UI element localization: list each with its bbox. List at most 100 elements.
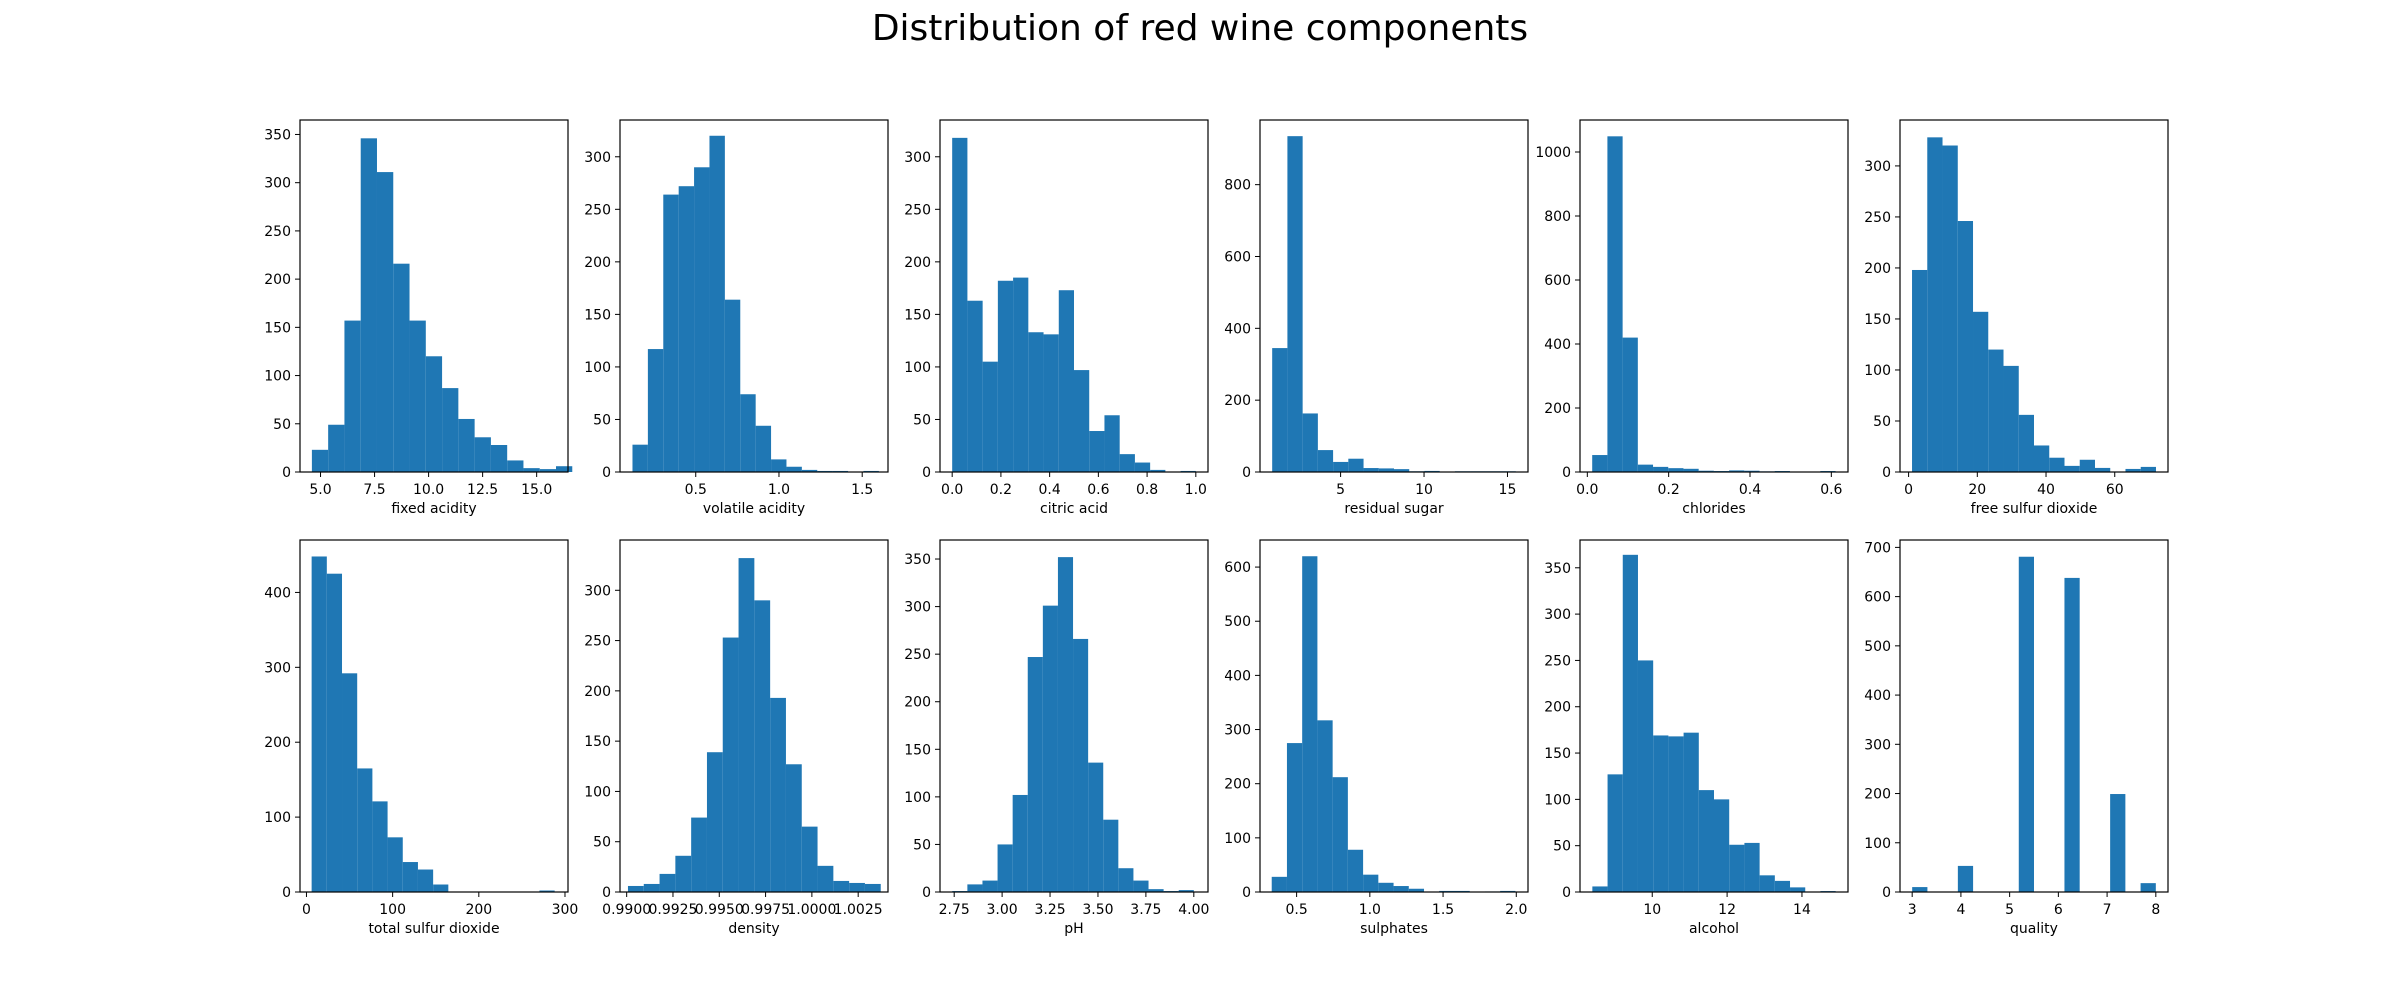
histogram-bar — [1774, 880, 1791, 892]
x-axis-label: total sulfur dioxide — [368, 921, 499, 937]
histogram-bar — [417, 869, 434, 892]
histogram-bar — [755, 425, 772, 472]
axes-frame — [1579, 539, 1849, 893]
y-tick-label: 250 — [1864, 210, 1891, 226]
x-tick-label: 0.9950 — [695, 902, 744, 918]
x-tick-label: 0.6 — [1820, 482, 1842, 498]
histogram-bar — [1148, 889, 1164, 892]
x-tick-label: 0 — [1904, 482, 1913, 498]
histogram-bar — [311, 449, 329, 472]
subplot-2: 0.0 0.2 0.4 0.6 0.8 1.0 0 50 100 150 200 250 300 citr… — [904, 119, 1209, 517]
y-tick-label: 600 — [1864, 590, 1891, 606]
histogram-bar — [770, 697, 786, 892]
y-tick-label: 100 — [1864, 836, 1891, 852]
x-tick-label: 1.0 — [1359, 902, 1381, 918]
x-tick-label: 8 — [2151, 902, 2160, 918]
histogram-bar — [1027, 657, 1043, 892]
axes-frame — [939, 539, 1209, 893]
y-tick-label: 300 — [1544, 607, 1571, 623]
y-tick-label: 250 — [904, 647, 931, 663]
axes-frame — [1579, 119, 1849, 473]
histogram-bar — [1073, 638, 1089, 892]
y-tick-label: 0 — [922, 465, 931, 481]
histogram-bar — [556, 466, 573, 472]
x-axis-label: sulphates — [1360, 921, 1428, 937]
x-axis-label: residual sugar — [1344, 501, 1444, 517]
histogram-bar — [326, 573, 343, 892]
y-tick-label: 350 — [1544, 561, 1571, 577]
y-tick-label: 500 — [1224, 614, 1251, 630]
x-axis-label: alcohol — [1689, 921, 1739, 937]
y-tick-label: 350 — [904, 552, 931, 568]
x-tick-label: 100 — [379, 902, 406, 918]
histogram-bar — [1653, 466, 1669, 472]
histogram-bar — [2018, 414, 2034, 472]
subplot-11: 3 4 5 6 7 8 0 100 200 300 400 500 600 700 quality — [1864, 539, 2169, 937]
subplot-4: 0.0 0.2 0.4 0.6 0 200 400 600 800 1000 chlorides — [1535, 119, 1849, 517]
histogram-bar — [409, 320, 426, 472]
histogram-bar — [786, 466, 802, 472]
histogram-bar — [1287, 136, 1303, 472]
histogram-bar — [1957, 221, 1974, 472]
histogram-bar — [2034, 445, 2050, 472]
x-tick-label: 0.0 — [1576, 482, 1598, 498]
y-tick-label: 0 — [602, 885, 611, 901]
axes-frame — [1259, 539, 1529, 893]
y-tick-label: 600 — [1544, 273, 1571, 289]
histogram-bar — [967, 300, 983, 472]
y-tick-label: 0 — [282, 465, 291, 481]
subplot-10: 10 12 14 0 50 100 150 200 250 300 350 alcohol — [1544, 539, 1849, 937]
y-tick-label: 600 — [1224, 249, 1251, 265]
x-tick-label: 0.9900 — [602, 902, 651, 918]
histogram-bar — [1744, 470, 1760, 472]
histogram-bar — [2049, 457, 2065, 472]
x-tick-label: 20 — [1968, 482, 1986, 498]
histogram-bar — [1683, 732, 1699, 892]
histogram-bar — [387, 837, 403, 892]
x-tick-label: 200 — [465, 902, 492, 918]
y-tick-label: 300 — [264, 176, 291, 192]
y-tick-label: 200 — [1864, 261, 1891, 277]
histogram-bar — [1317, 720, 1333, 892]
histogram-bar — [982, 880, 998, 892]
histogram-bar — [1698, 790, 1714, 892]
histogram-bar — [1622, 337, 1638, 472]
histogram-bar — [1988, 349, 2004, 472]
x-tick-label: 3.50 — [1082, 902, 1113, 918]
histogram-bar — [785, 764, 802, 892]
histogram-bar — [997, 280, 1014, 472]
y-tick-label: 200 — [1864, 787, 1891, 803]
y-tick-label: 0 — [1242, 465, 1251, 481]
x-tick-label: 0.4 — [1739, 482, 1761, 498]
y-tick-label: 0 — [282, 885, 291, 901]
y-tick-label: 150 — [584, 734, 611, 750]
histogram-bar — [849, 882, 865, 892]
axes-frame — [939, 119, 1209, 473]
y-tick-label: 1000 — [1535, 145, 1571, 161]
histogram-bar — [2140, 883, 2156, 892]
y-tick-label: 0 — [1242, 885, 1251, 901]
y-tick-label: 150 — [584, 307, 611, 323]
y-tick-label: 250 — [264, 224, 291, 240]
x-tick-label: 14 — [1793, 902, 1811, 918]
histogram-bar — [1057, 557, 1074, 892]
histogram-bar — [1088, 762, 1104, 892]
x-tick-label: 0.2 — [990, 482, 1012, 498]
axes-frame — [299, 119, 569, 473]
histogram-bar — [2018, 556, 2034, 892]
y-tick-label: 100 — [1864, 363, 1891, 379]
histogram-bar — [1622, 554, 1638, 892]
histogram-bar — [1607, 774, 1623, 892]
x-tick-label: 1.0025 — [834, 902, 883, 918]
y-tick-label: 200 — [904, 255, 931, 271]
y-tick-label: 100 — [584, 360, 611, 376]
x-axis-label: quality — [2010, 921, 2058, 937]
histogram-bar — [1134, 462, 1151, 472]
y-tick-label: 300 — [1864, 737, 1891, 753]
x-tick-label: 0.9975 — [741, 902, 790, 918]
x-axis-label: density — [728, 921, 779, 937]
axes-frame — [619, 119, 889, 473]
histogram-bar — [724, 299, 741, 472]
histogram-bar — [2064, 577, 2080, 892]
histogram-bar — [1637, 464, 1654, 472]
